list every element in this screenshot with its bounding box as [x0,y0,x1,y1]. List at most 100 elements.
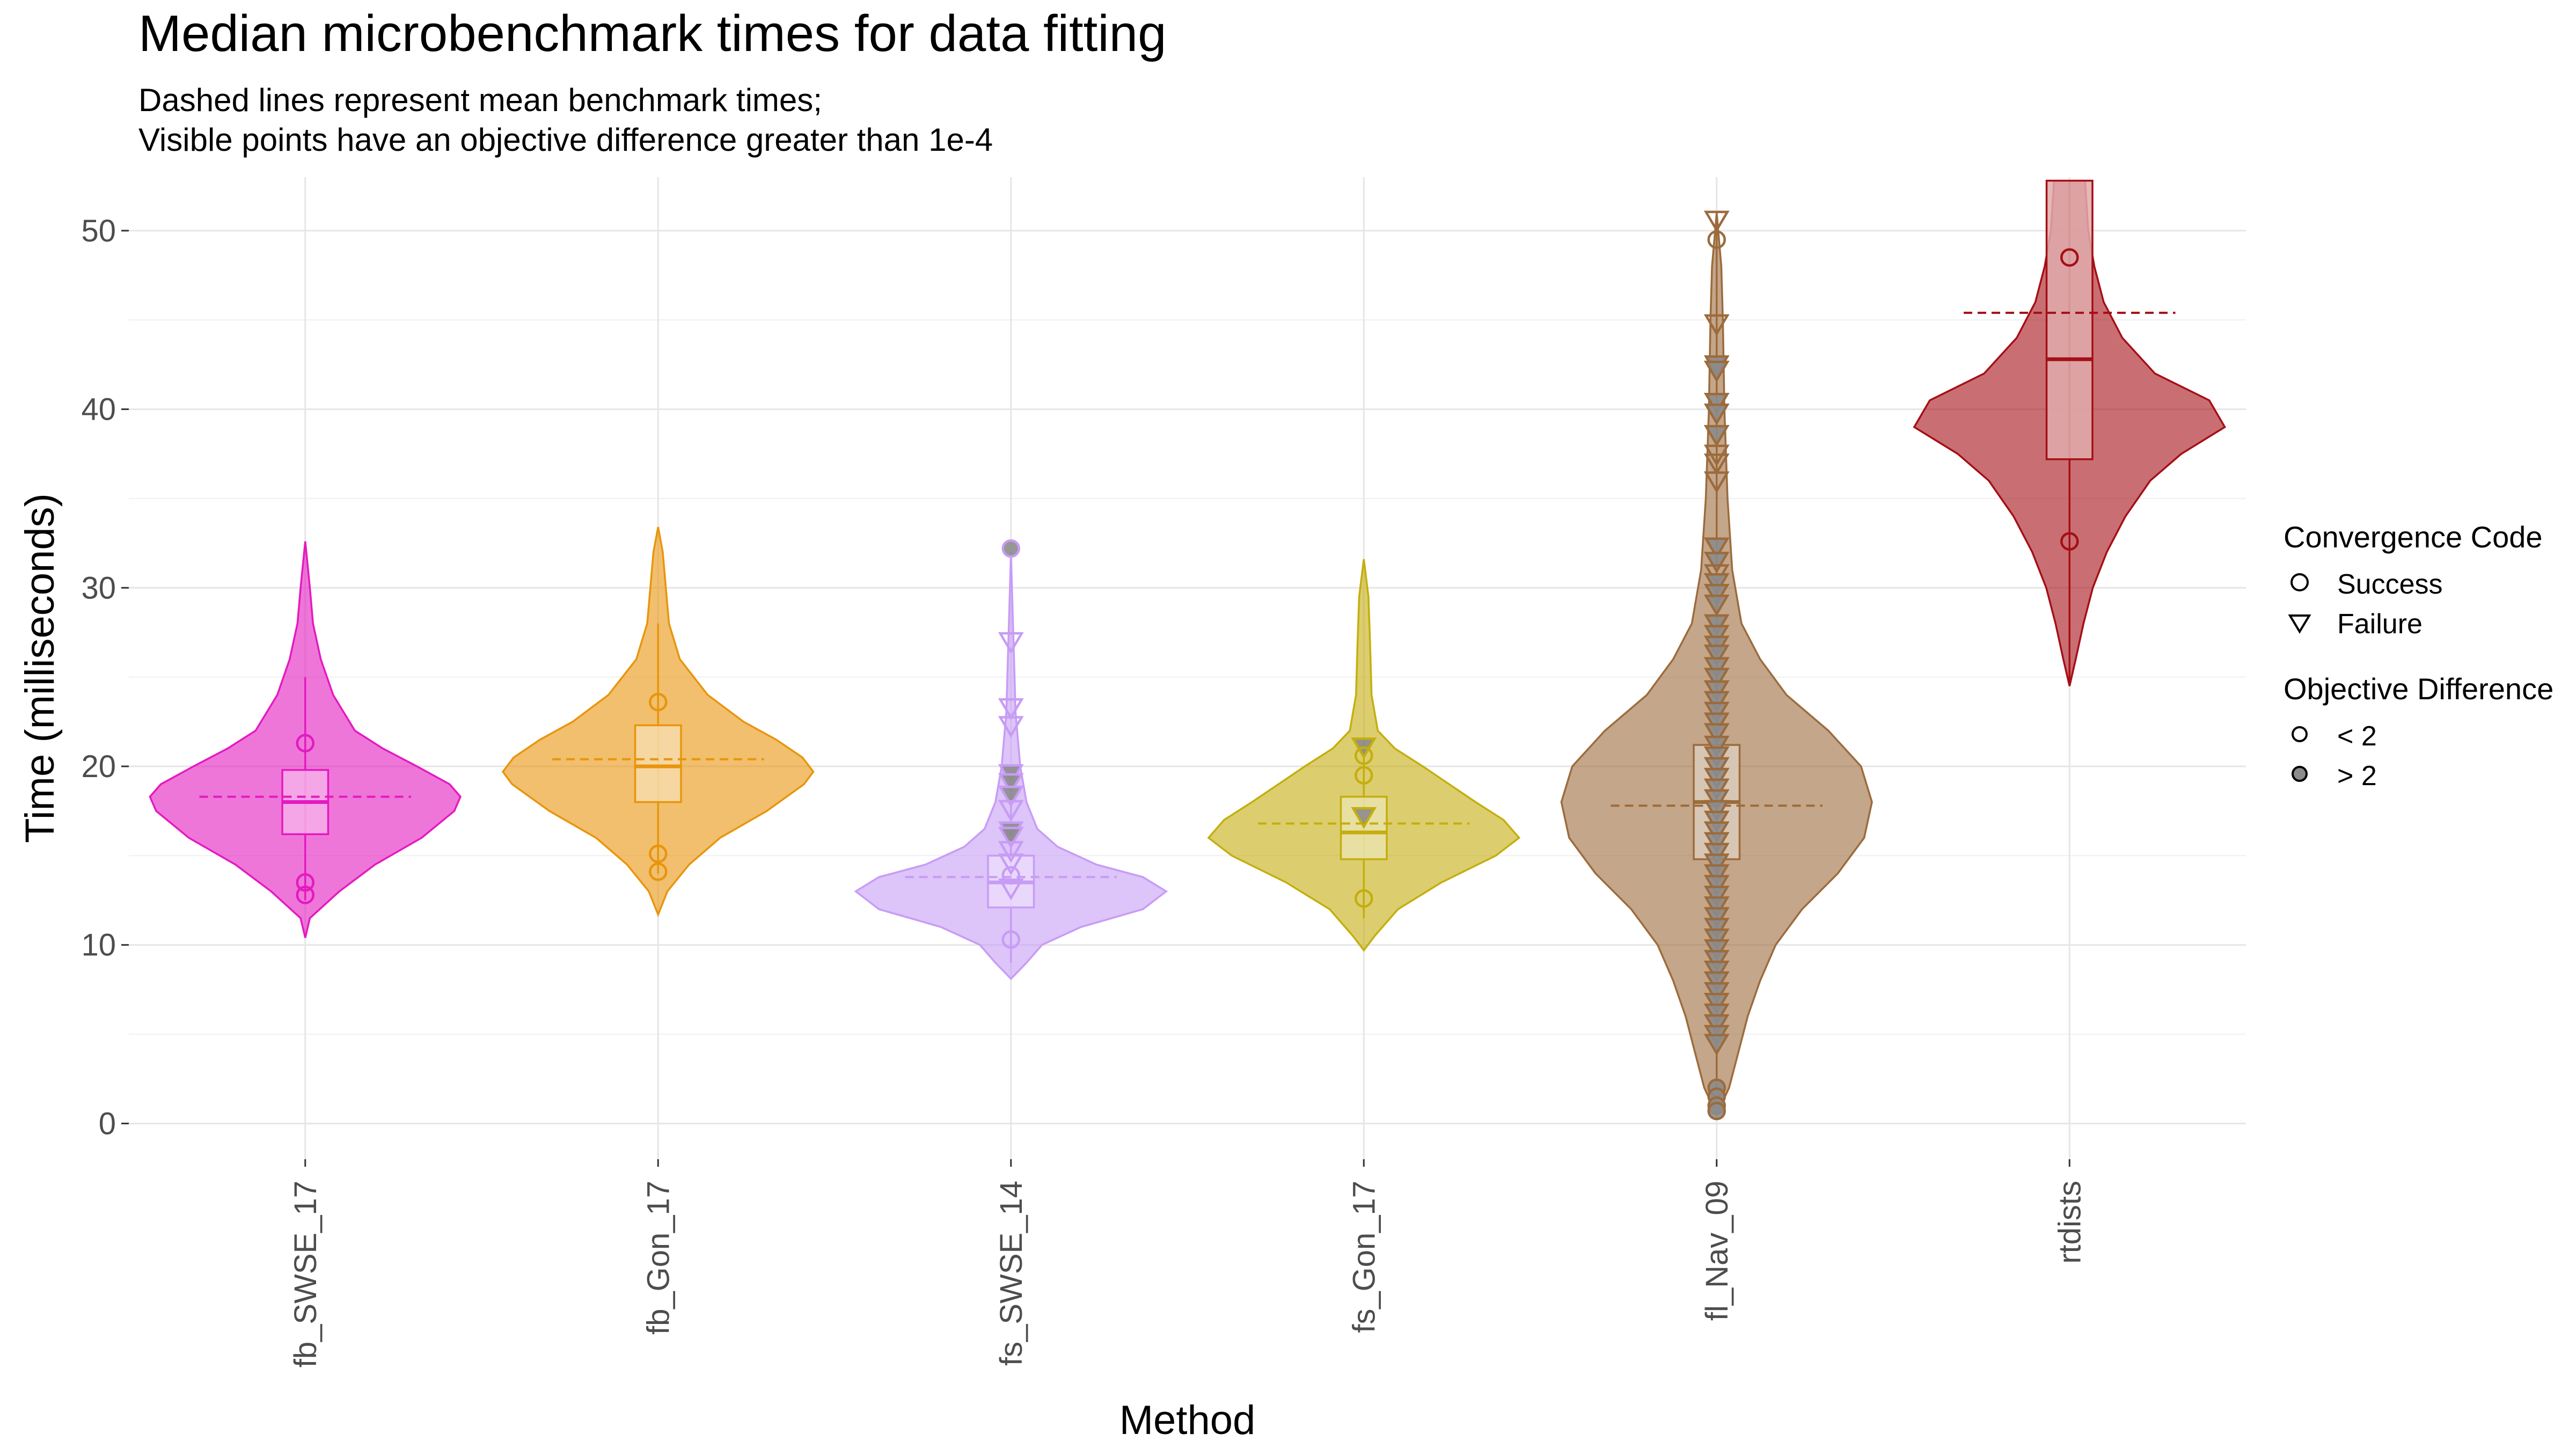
y-axis-title: Time (milliseconds) [17,493,63,843]
point-triangle [1703,614,1730,636]
x-tick-label: fs_Gon_17 [1346,1181,1381,1333]
point-triangle [1703,425,1730,447]
legend-triangle-icon [2288,614,2311,634]
point-triangle [1703,971,1730,993]
point-triangle [1703,800,1730,822]
legend-item-lt2: < 2 [2284,716,2553,756]
point-circle [649,692,668,712]
point-triangle [1703,961,1730,983]
point-triangle [998,841,1024,863]
y-tick-label: 30 [81,570,116,605]
point-triangle [1703,573,1730,595]
point-triangle [1703,392,1730,415]
point-triangle [1703,680,1730,702]
point-triangle [1703,723,1730,745]
point-triangle [998,853,1024,876]
point-triangle [1703,712,1730,735]
legend-label-success: Success [2337,569,2443,600]
point-circle [649,862,668,881]
point-triangle [1703,594,1730,617]
point-triangle [1703,668,1730,690]
point-triangle [998,698,1024,720]
subtitle-line-2: Visible points have an objective differe… [138,122,993,158]
point-triangle [1703,625,1730,647]
point-circle [1001,930,1020,949]
legend-item-success: Success [2284,564,2553,604]
x-tick-label: rtdists [2052,1181,2087,1264]
legend-title-convergence: Convergence Code [2284,520,2543,554]
x-tick-label: fl_Nav_09 [1700,1181,1735,1321]
legend: Convergence Code Success Failure Objecti… [2284,519,2553,795]
point-circle [296,873,314,892]
legend-item-failure: Failure [2284,604,2553,643]
point-circle [2060,248,2079,267]
subtitle-line-1: Dashed lines represent mean benchmark ti… [138,82,822,118]
point-triangle [1703,821,1730,844]
x-axis-title: Method [1119,1397,1256,1443]
point-triangle [1703,789,1730,811]
legend-item-gt2: > 2 [2284,756,2553,795]
point-circle [296,885,314,904]
x-tick-label: fb_SWSE_17 [288,1181,323,1367]
point-triangle [1703,657,1730,679]
point-triangle [1703,928,1730,950]
point-triangle [1703,992,1730,1015]
point-circle [1001,866,1020,885]
point-triangle [1703,939,1730,961]
point-triangle [1703,885,1730,908]
point-triangle [1703,471,1730,494]
legend-filled-point-icon [2292,766,2308,782]
point-triangle [1703,1014,1730,1036]
point-circle [1707,230,1726,249]
point-triangle [1703,735,1730,758]
legend-label-failure: Failure [2337,609,2423,640]
point-triangle [998,800,1024,822]
point-triangle [1703,810,1730,833]
legend-label-lt2: < 2 [2337,721,2377,752]
x-tick-label: fb_Gon_17 [641,1181,676,1335]
point-circle [1001,539,1020,558]
legend-label-gt2: > 2 [2337,760,2377,792]
point-triangle [1703,552,1730,574]
point-triangle [1703,896,1730,918]
point-triangle [1703,853,1730,876]
chart-title: Median microbenchmark times for data fit… [138,5,1167,62]
point-triangle [1703,645,1730,667]
point-triangle [1703,918,1730,940]
point-triangle [1703,875,1730,897]
point-circle [1355,889,1373,908]
point-triangle [998,632,1024,654]
point-triangle [1703,361,1730,383]
point-triangle [1703,832,1730,854]
point-triangle [1703,982,1730,1004]
point-circle [2060,532,2079,551]
legend-open-point-icon [2292,726,2308,742]
point-triangle [1703,778,1730,801]
x-tick-label: fs_SWSE_14 [994,1181,1029,1366]
point-triangle [1703,843,1730,865]
box [634,724,682,803]
point-triangle [1703,453,1730,475]
point-triangle [1703,691,1730,713]
point-triangle [1703,584,1730,606]
point-triangle [1703,701,1730,724]
y-tick-label: 40 [81,392,116,427]
point-triangle [998,716,1024,738]
point-triangle [1703,864,1730,887]
point-triangle [998,773,1024,795]
point-triangle [1703,314,1730,336]
point-triangle [1703,950,1730,972]
y-tick-label: 20 [81,749,116,784]
point-triangle [998,879,1024,901]
point-triangle [998,785,1024,808]
point-triangle [1703,403,1730,426]
legend-circle-icon [2290,573,2309,591]
point-triangle [1703,1034,1730,1056]
point-triangle [1703,746,1730,769]
point-triangle [1703,537,1730,560]
point-circle [1355,766,1373,785]
point-triangle [1703,767,1730,790]
point-triangle [1703,757,1730,779]
y-tick-label: 50 [81,214,116,248]
